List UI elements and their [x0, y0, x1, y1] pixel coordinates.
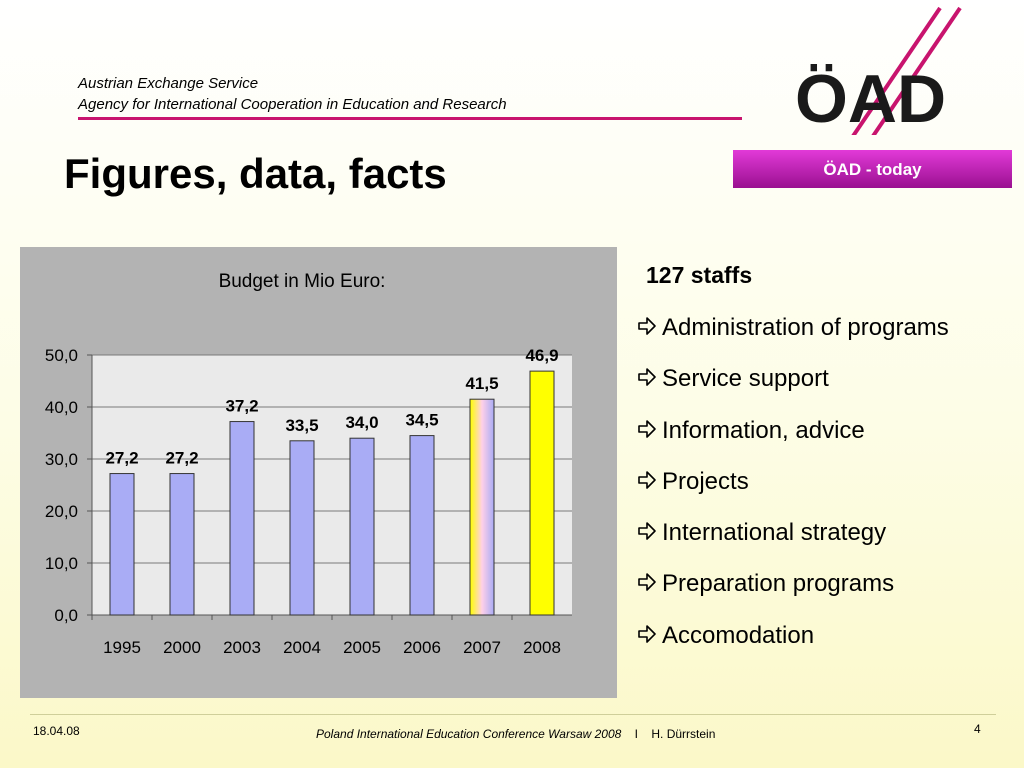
fact-item: Information, advice: [636, 417, 949, 468]
bar: [529, 370, 555, 616]
fact-item-label: Projects: [662, 467, 749, 495]
fact-item: Projects: [636, 468, 949, 519]
fact-item-label: Preparation programs: [662, 570, 895, 598]
data-label: 33,5: [285, 416, 318, 435]
data-label: 27,2: [105, 449, 138, 468]
x-tick-label: 2007: [463, 638, 501, 657]
footer-conference: Poland International Education Conferenc…: [316, 727, 622, 741]
y-tick-label: 20,0: [45, 502, 78, 521]
bar: [409, 435, 435, 616]
fact-item-label: Accomodation: [662, 621, 815, 649]
x-tick-label: 2000: [163, 638, 201, 657]
x-tick-label: 2006: [403, 638, 441, 657]
x-tick-label: 2004: [283, 638, 321, 657]
bar: [289, 440, 315, 616]
x-tick-label: 2003: [223, 638, 261, 657]
budget-chart: Budget in Mio Euro: 0,0 10,0 20,0 30,0 40,0 50…: [20, 247, 617, 698]
arrow-right-icon: [638, 624, 656, 643]
bar: [469, 398, 495, 616]
section-badge: ÖAD - today: [733, 150, 1012, 188]
footer-separator: I: [634, 727, 639, 741]
arrow-right-icon: [638, 419, 656, 438]
footer-center: Poland International Education Conferenc…: [316, 727, 715, 741]
chart-title: Budget in Mio Euro:: [219, 271, 386, 292]
x-tick-label: 2008: [523, 638, 561, 657]
arrow-right-icon: [638, 573, 656, 592]
bar: [109, 473, 135, 616]
fact-item: Service support: [636, 365, 949, 416]
arrow-right-icon: [638, 317, 656, 335]
x-tick-label: 2005: [343, 638, 381, 657]
data-label: 34,0: [345, 413, 378, 432]
footer-author: H. Dürrstein: [651, 727, 716, 741]
fact-item: Administration of programs: [636, 314, 949, 365]
fact-item: International strategy: [636, 519, 949, 570]
oead-logo: ÖAD: [795, 6, 962, 135]
org-line1: Austrian Exchange Service: [78, 75, 259, 92]
footer-page-number: 4: [974, 722, 981, 736]
fact-item: Accomodation: [636, 622, 949, 673]
fact-item-label: Service support: [662, 365, 829, 393]
facts-list: Administration of programs Service suppor…: [636, 314, 949, 673]
arrow-right-icon: [638, 522, 656, 540]
data-label: 34,5: [405, 411, 438, 430]
fact-item-label: International strategy: [662, 519, 887, 547]
data-label: 27,2: [165, 449, 198, 468]
y-tick-label: 50,0: [45, 346, 78, 365]
plot-area: [92, 355, 572, 615]
header-rule: [78, 117, 742, 120]
fact-item: Preparation programs: [636, 570, 949, 621]
data-label: 46,9: [525, 346, 558, 365]
org-line2: Agency for International Cooperation in …: [78, 96, 507, 113]
y-tick-label: 0,0: [54, 606, 78, 625]
bar: [349, 437, 375, 616]
fact-item-label: Information, advice: [662, 416, 865, 444]
logo-text: ÖAD: [795, 61, 946, 135]
footer-date: 18.04.08: [33, 724, 80, 738]
page-title: Figures, data, facts: [64, 150, 447, 197]
arrow-right-icon: [638, 368, 656, 387]
data-label: 41,5: [465, 374, 498, 393]
bar: [169, 473, 195, 616]
y-tick-label: 40,0: [45, 398, 78, 417]
fact-item-label: Administration of programs: [662, 314, 949, 341]
arrow-right-icon: [638, 471, 656, 489]
data-label: 37,2: [225, 397, 258, 416]
bar: [229, 421, 255, 616]
budget-chart-svg: Budget in Mio Euro: 0,0 10,0 20,0 30,0 40,0 50…: [45, 271, 572, 657]
facts-heading: 127 staffs: [646, 262, 753, 288]
x-tick-label: 1995: [103, 638, 141, 657]
y-tick-label: 10,0: [45, 554, 78, 573]
footer-rule: [30, 714, 996, 715]
y-tick-label: 30,0: [45, 450, 78, 469]
